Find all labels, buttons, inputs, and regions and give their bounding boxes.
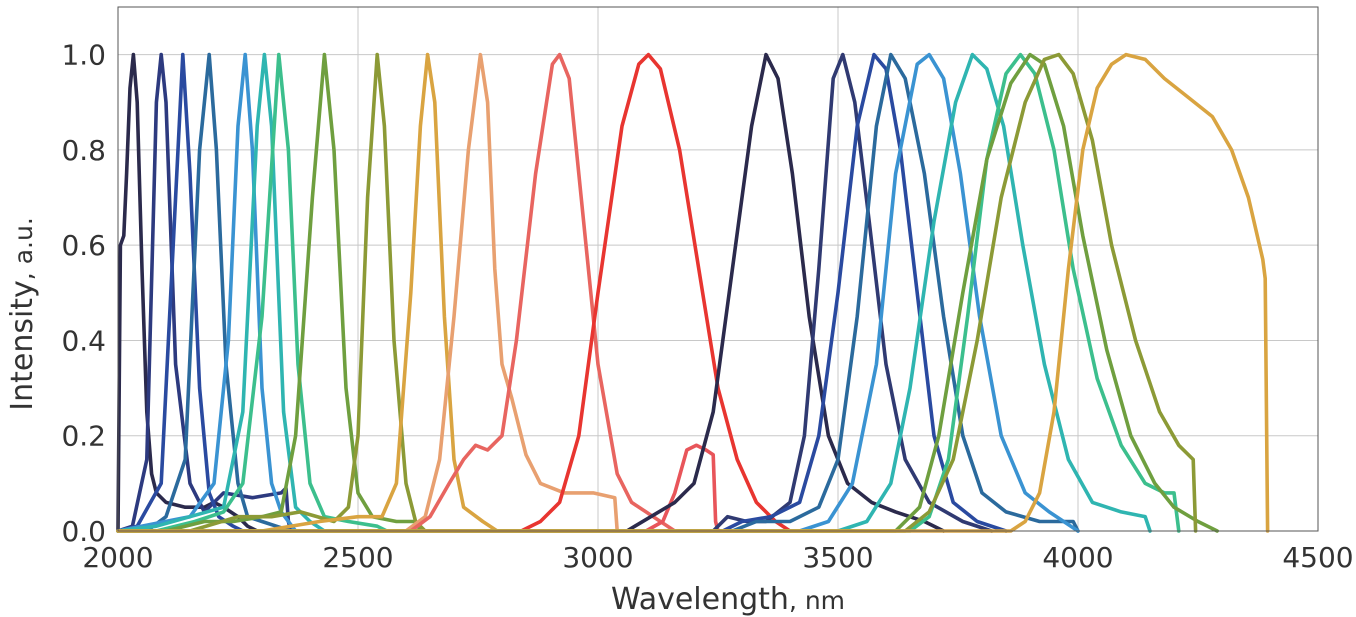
y-tick-label: 0.6 <box>61 229 106 262</box>
series-line-7 <box>116 52 389 533</box>
series-line-15 <box>116 52 946 533</box>
series-line-21 <box>116 52 1181 533</box>
series-line-14 <box>116 443 720 533</box>
series-line-23 <box>116 52 1198 533</box>
plot-frame <box>117 6 1319 532</box>
x-axis-title-unit: , nm <box>789 586 845 615</box>
y-tick-label: 0.0 <box>61 515 106 548</box>
y-tick-label: 0.8 <box>61 134 106 167</box>
series-line-16 <box>116 52 994 533</box>
series-line-11 <box>116 52 619 533</box>
y-axis-title: Intensity, a.u. <box>5 217 40 411</box>
series-line-19 <box>116 52 1080 533</box>
series-line-10 <box>116 52 499 533</box>
y-axis-ticks: 0.0 0.2 0.4 0.6 0.8 1.0 <box>61 39 106 548</box>
x-tick-label: 4500 <box>1282 541 1353 574</box>
x-tick-label: 3500 <box>802 541 873 574</box>
series-line-9 <box>116 52 427 533</box>
x-tick-label: 4000 <box>1042 541 1113 574</box>
series-line-20 <box>116 52 1152 533</box>
x-tick-label: 2500 <box>322 541 393 574</box>
x-tick-label: 2000 <box>82 541 153 574</box>
y-axis-title-unit: , a.u. <box>9 217 38 280</box>
x-axis-title: Wavelength, nm <box>611 582 845 617</box>
series-group <box>116 52 1270 533</box>
series-line-18 <box>116 52 1080 533</box>
y-tick-label: 0.2 <box>61 420 106 453</box>
series-line-12 <box>116 52 677 533</box>
y-axis-title-main: Intensity <box>5 280 40 411</box>
series-line-24 <box>116 52 1270 533</box>
series-line-4 <box>116 52 293 533</box>
series-line-13 <box>116 52 792 533</box>
y-tick-label: 0.4 <box>61 324 106 357</box>
series-line-22 <box>116 52 1219 533</box>
x-axis-ticks: 2000 2500 3000 3500 4000 4500 <box>82 541 1353 574</box>
y-tick-label: 1.0 <box>61 39 106 72</box>
x-axis-title-main: Wavelength <box>611 582 789 617</box>
series-line-6 <box>116 52 327 533</box>
x-tick-label: 3000 <box>562 541 633 574</box>
